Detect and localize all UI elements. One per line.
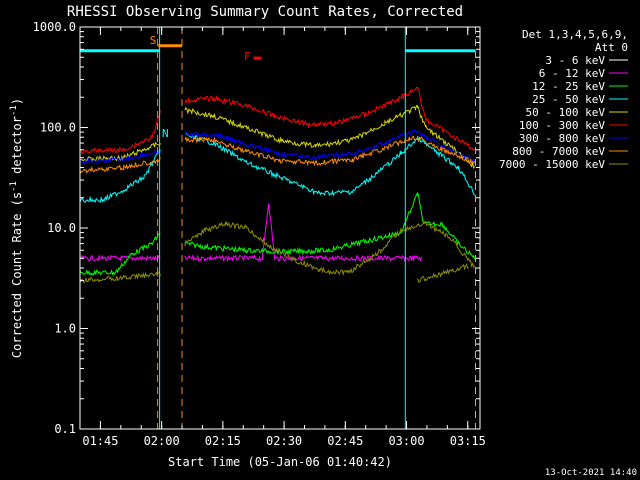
x-tick-label-5: 03:00 — [388, 434, 424, 448]
chart-title: RHESSI Observing Summary Count Rates, Co… — [67, 4, 463, 20]
series-line-1-0 — [79, 254, 161, 263]
y-axis-label-end: ) — [10, 98, 24, 105]
x-tick-label-0: 01:45 — [82, 434, 118, 448]
series-line-5-1 — [184, 87, 476, 151]
x-axis-label: Start Time (05-Jan-06 01:40:42) — [168, 455, 392, 469]
series-line-7-0 — [79, 157, 161, 174]
legend-label-6: 300 - 800 keV — [519, 132, 605, 145]
interval-layer — [80, 44, 476, 60]
plot-area: 0.1 1.0 10.0 100.0 1000.0 01:45 02:00 02:15 02:… — [33, 20, 486, 448]
legend-label-1: 6 - 12 keV — [539, 67, 606, 80]
series-line-7-1 — [184, 135, 476, 167]
legend-label-7: 800 - 7000 keV — [512, 145, 605, 158]
y-axis-label-main: Corrected Count Rate (s — [10, 192, 24, 358]
x-tick-label-3: 02:30 — [266, 434, 302, 448]
series-line-1-1 — [184, 203, 423, 263]
flag-labels: S N F — [150, 34, 251, 140]
x-ticks: 01:45 02:00 02:15 02:30 02:45 03:00 03:15 — [79, 27, 486, 448]
flag-label-f: F — [244, 50, 251, 63]
x-tick-label-6: 03:15 — [450, 434, 486, 448]
series-line-8-0 — [79, 271, 161, 284]
series-line-0-0 — [79, 276, 161, 285]
flag-label-s: S — [150, 34, 157, 47]
series-line-2-0 — [79, 233, 161, 276]
y-tick-label-1: 1.0 — [54, 322, 76, 336]
series-line-3-0 — [79, 149, 161, 204]
series-line-5-0 — [79, 110, 161, 155]
x-tick-label-1: 02:00 — [144, 434, 180, 448]
legend-header-line2: Att 0 — [595, 41, 628, 54]
series-line-0-1 — [184, 276, 422, 314]
series-layer — [79, 87, 476, 314]
legend-label-2: 12 - 25 keV — [532, 80, 605, 93]
legend-label-0: 3 - 6 keV — [545, 54, 605, 67]
y-axis-label-sup: -1 — [9, 181, 19, 192]
y-axis-label-sup2: -1 — [9, 105, 19, 116]
series-line-4-1 — [184, 105, 476, 170]
x-tick-label-2: 02:15 — [205, 434, 241, 448]
legend-label-4: 50 - 100 keV — [526, 106, 606, 119]
y-axis-label-tail: detector — [10, 116, 24, 181]
legend-label-3: 25 - 50 keV — [532, 93, 605, 106]
series-line-6-0 — [79, 149, 161, 165]
footer-timestamp: 13-Oct-2021 14:40 — [545, 468, 637, 478]
series-line-4-0 — [79, 141, 161, 163]
flag-label-n: N — [162, 127, 169, 140]
legend-header-line1: Det 1,3,4,5,6,9, — [522, 28, 628, 41]
vline-layer — [157, 27, 476, 429]
y-tick-label-4: 1000.0 — [33, 20, 76, 34]
y-tick-label-2: 10.0 — [47, 221, 76, 235]
legend-label-8: 7000 - 15000 keV — [499, 158, 605, 171]
series-line-8-2 — [417, 263, 469, 283]
series-line-8-1 — [184, 221, 476, 277]
legend-label-5: 100 - 300 keV — [519, 119, 605, 132]
x-tick-label-4: 02:45 — [327, 434, 363, 448]
y-tick-label-3: 100.0 — [40, 121, 76, 135]
y-axis-label: Corrected Count Rate (s-1 detector-1) — [9, 98, 24, 358]
y-ticks: 0.1 1.0 10.0 100.0 1000.0 — [33, 20, 480, 436]
y-tick-label-0: 0.1 — [54, 422, 76, 436]
series-line-6-1 — [184, 129, 476, 163]
